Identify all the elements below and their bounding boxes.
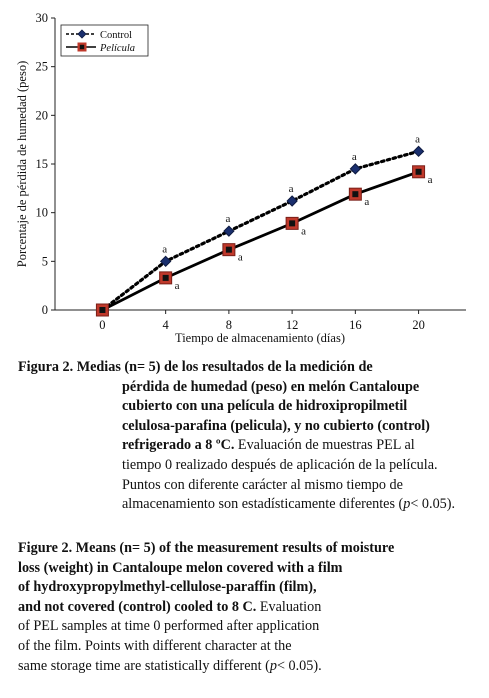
caption-es-line-1: Medias (n= 5) de los resultados de la me… (76, 359, 373, 375)
chart-axes: 0 5 10 15 20 25 30 0 4 8 12 16 20 (36, 11, 466, 332)
series-markers (95, 145, 426, 317)
significance-label: a (225, 213, 230, 225)
film-point-inner (99, 307, 106, 313)
caption-en-line-5: of PEL samples at time 0 performed after… (18, 618, 320, 635)
caption-es-p: p (403, 496, 411, 513)
y-tick-label: 25 (36, 60, 49, 74)
y-tick-label: 10 (36, 206, 49, 220)
caption-en-line-2: loss (weight) in Cantaloupe melon covere… (18, 559, 343, 576)
significance-label: a (238, 252, 243, 264)
caption-english: Figure 2. Means (n= 5) of the measuremen… (18, 539, 480, 676)
control-point (223, 225, 235, 237)
film-point-inner (162, 274, 169, 281)
caption-en-p: p (269, 657, 277, 674)
control-point (412, 145, 425, 158)
caption-spanish: Figura 2. Medias (n= 5) de los resultado… (18, 358, 480, 515)
significance-label: a (415, 133, 420, 145)
legend-label: Película (99, 43, 135, 54)
legend-box (60, 24, 149, 57)
x-tick-label: 4 (163, 318, 170, 332)
x-tick-label: 12 (286, 318, 299, 332)
caption-en-line-4-bold: and not covered (control) cooled to 8 C. (18, 598, 257, 615)
caption-en-line-7: same storage time are statistically diff… (18, 657, 270, 674)
caption-es-line-2: pérdida de humedad (peso) en melón Canta… (122, 378, 420, 395)
caption-es-line-5-bold: refrigerado a 8 ºC. (122, 437, 235, 454)
significance-label: a (289, 183, 294, 195)
caption-es-line-4: celulosa-parafina (pelicula), y no cubie… (122, 417, 430, 434)
caption-es-line-7: Puntos con diferente carácter al mismo t… (122, 476, 403, 493)
significance-label: a (428, 174, 433, 186)
significance-label: a (364, 196, 369, 208)
significance-label: a (352, 151, 357, 163)
caption-es-line-5-normal: Evaluación de muestras PEL al (234, 437, 415, 454)
y-tick-label: 30 (36, 11, 49, 25)
legend-marker-inner (79, 44, 85, 50)
caption-en-line-6: of the film. Points with different chara… (18, 637, 292, 654)
x-axis-label: Tiempo de almacenamiento (días) (175, 331, 345, 345)
y-axis-label: Porcentaje de pérdida de humedad (peso) (15, 61, 29, 268)
significance-label: a (301, 225, 306, 237)
control-point (159, 255, 172, 268)
caption-en-line-4-normal: Evaluation (256, 598, 322, 615)
caption-es-line-3: cubierto con una película de hidroxiprop… (122, 398, 408, 415)
y-tick-label: 5 (42, 254, 48, 268)
x-tick-label: 8 (226, 318, 232, 332)
legend-marker (77, 29, 87, 39)
significance-label: a (175, 280, 180, 292)
series-lines (100, 149, 421, 312)
series-line-film (101, 170, 420, 312)
legend: Control Película (60, 24, 149, 57)
y-tick-label: 0 (42, 303, 48, 317)
x-tick-label: 0 (99, 318, 105, 332)
chart: 0 5 10 15 20 25 30 0 4 8 12 16 20 a a a a a a a a a a Control… (15, 11, 466, 345)
legend-label: Control (100, 30, 132, 41)
caption-en-line-1: Means (n= 5) of the measurement results … (75, 540, 395, 556)
caption-es-line-8: almacenamiento son estadísticamente dife… (122, 496, 404, 513)
caption-en-tail: < 0.05). (276, 657, 322, 674)
film-point-inner (289, 220, 296, 227)
film-point-inner (352, 191, 359, 198)
caption-es-label: Figura 2. (18, 359, 74, 375)
film-point-inner (225, 246, 232, 253)
film-point-inner (415, 168, 422, 175)
caption-es-line-6: tiempo 0 realizado después de aplicación… (122, 456, 438, 473)
significance-labels: a a a a a a a a a a (162, 133, 432, 292)
x-tick-label: 20 (412, 318, 425, 332)
control-point (349, 163, 362, 175)
series-line-control (100, 149, 421, 312)
y-tick-label: 20 (36, 108, 49, 122)
caption-en-line-3: of hydroxypropylmethyl-cellulose-paraffi… (18, 579, 317, 596)
caption-en-label: Figure 2. (18, 540, 73, 556)
x-tick-label: 16 (349, 318, 362, 332)
control-point (286, 195, 298, 207)
caption-es-tail: < 0.05). (410, 496, 456, 513)
significance-label: a (162, 243, 167, 255)
y-tick-label: 15 (36, 157, 49, 171)
